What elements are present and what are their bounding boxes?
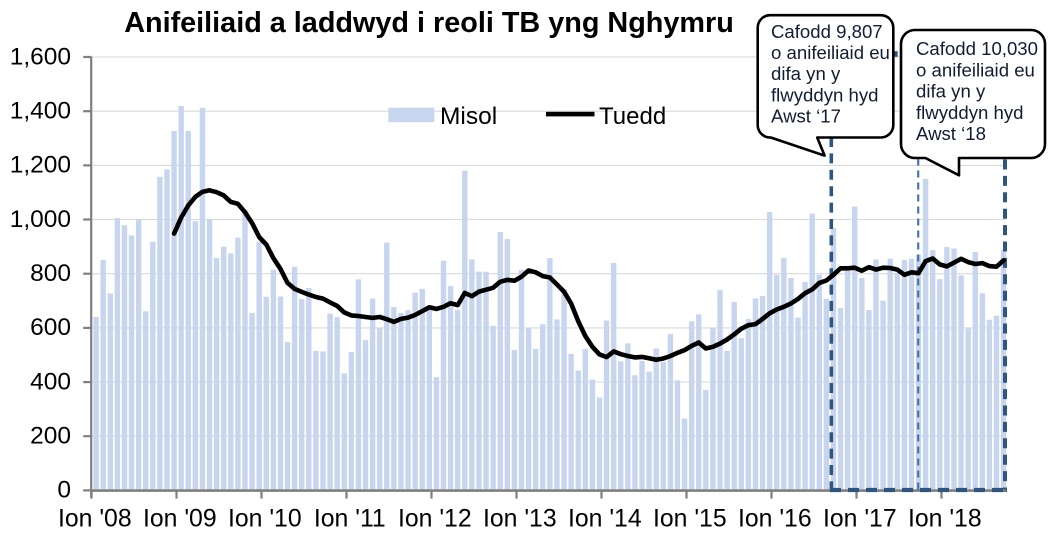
svg-text:o anifeiliaid eu: o anifeiliaid eu — [916, 59, 1035, 80]
svg-text:1,400: 1,400 — [10, 98, 71, 125]
svg-text:flwyddyn hyd: flwyddyn hyd — [916, 102, 1024, 123]
svg-text:flwyddyn hyd: flwyddyn hyd — [771, 84, 879, 105]
svg-text:difa yn y: difa yn y — [771, 63, 841, 84]
svg-text:400: 400 — [30, 368, 71, 395]
svg-text:Anifeiliaid a laddwyd i reoli: Anifeiliaid a laddwyd i reoli TB yng Ngh… — [124, 7, 734, 39]
svg-text:Ion '13: Ion '13 — [483, 506, 557, 533]
svg-text:Ion '12: Ion '12 — [398, 506, 472, 533]
svg-text:Misol: Misol — [440, 103, 497, 130]
svg-text:Cafodd 9,807: Cafodd 9,807 — [771, 21, 883, 42]
svg-text:Ion '16: Ion '16 — [738, 506, 812, 533]
svg-text:Ion '09: Ion '09 — [143, 506, 217, 533]
svg-text:800: 800 — [30, 260, 71, 287]
svg-text:Ion '10: Ion '10 — [228, 506, 302, 533]
svg-text:200: 200 — [30, 423, 71, 450]
svg-text:0: 0 — [57, 477, 71, 504]
svg-text:1,600: 1,600 — [10, 43, 71, 70]
svg-text:Ion '11: Ion '11 — [314, 506, 386, 533]
svg-text:Ion '08: Ion '08 — [58, 506, 132, 533]
svg-text:Ion '14: Ion '14 — [568, 506, 642, 533]
svg-text:Cafodd 10,030: Cafodd 10,030 — [916, 38, 1038, 59]
svg-text:1,200: 1,200 — [10, 152, 71, 179]
svg-text:Awst ‘18: Awst ‘18 — [916, 123, 986, 144]
svg-text:Ion '17: Ion '17 — [823, 506, 897, 533]
svg-text:Tuedd: Tuedd — [599, 103, 666, 130]
svg-text:1,000: 1,000 — [10, 206, 71, 233]
svg-text:Awst ‘17: Awst ‘17 — [771, 106, 841, 127]
svg-text:Ion '15: Ion '15 — [653, 506, 727, 533]
svg-text:difa yn y: difa yn y — [916, 81, 986, 102]
svg-text:Ion '18: Ion '18 — [908, 506, 982, 533]
svg-text:600: 600 — [30, 314, 71, 341]
svg-text:o anifeiliaid eu: o anifeiliaid eu — [771, 42, 890, 63]
